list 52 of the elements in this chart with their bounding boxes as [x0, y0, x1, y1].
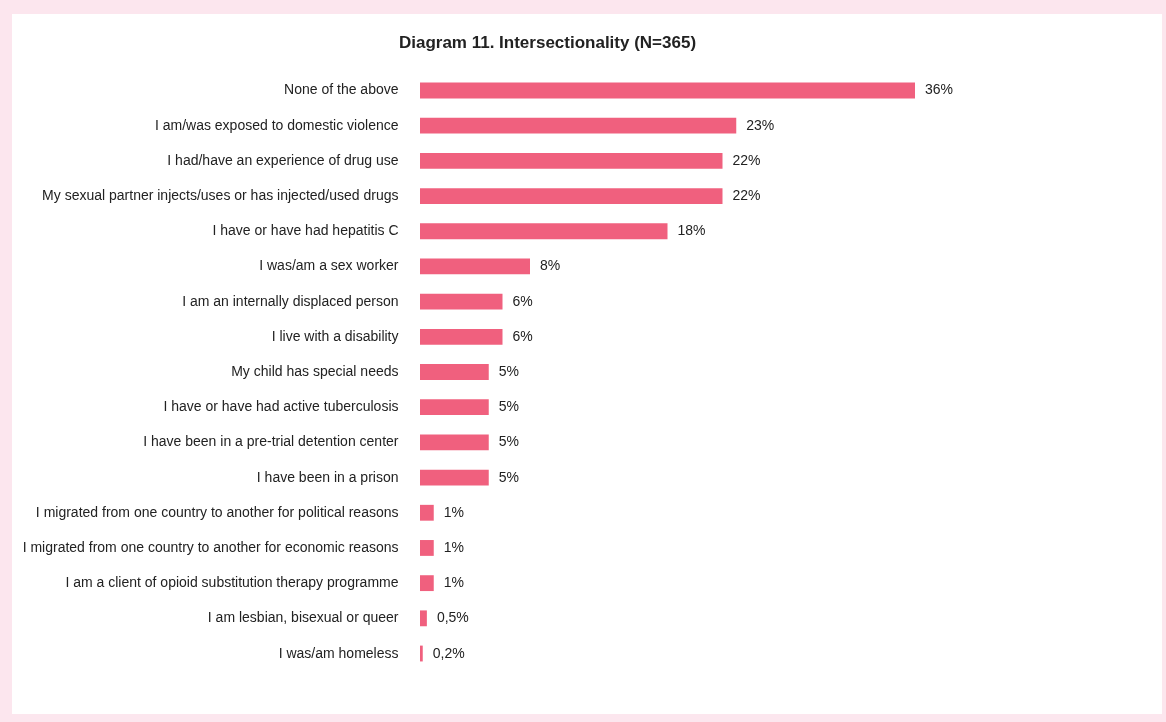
data-label: 5% — [498, 363, 519, 379]
bar — [420, 364, 489, 380]
bar — [420, 504, 434, 521]
bar — [420, 117, 737, 134]
bar — [420, 258, 530, 275]
data-label: 36% — [925, 81, 954, 98]
bar — [420, 540, 434, 556]
chart-title: Diagram 11. Intersectionality (N=365) — [398, 33, 697, 52]
y-tick-label: My child has special needs — [231, 363, 399, 379]
bar — [420, 223, 668, 240]
data-label: 6% — [512, 292, 533, 309]
data-label: 18% — [677, 222, 706, 239]
bar — [420, 328, 503, 345]
y-tick-label: I was/am a sex worker — [259, 257, 399, 274]
data-label: 1% — [443, 574, 464, 591]
y-tick-label: I am/was exposed to domestic violence — [154, 116, 399, 133]
y-tick-label: I am lesbian, bisexual or queer — [207, 609, 399, 626]
y-tick-label: None of the above — [284, 81, 399, 98]
y-tick-label: I live with a disability — [271, 327, 399, 344]
y-tick-label: I am an internally displaced person — [182, 292, 399, 309]
bar — [420, 434, 489, 451]
data-label: 6% — [512, 327, 533, 344]
bar — [420, 293, 503, 310]
data-label: 1% — [443, 503, 464, 520]
data-label: 5% — [498, 398, 519, 415]
bar — [420, 399, 489, 416]
data-label: 8% — [540, 257, 561, 274]
y-tick-label: My sexual partner injects/uses or has injected/used drugs — [42, 187, 399, 204]
y-tick-label: I have or have had active tuberculosis — [163, 398, 399, 415]
data-label: 23% — [746, 116, 775, 133]
y-tick-label: I had/have an experience of drug use — [167, 151, 399, 168]
bar — [420, 469, 489, 486]
data-label: 5% — [498, 468, 519, 485]
bar — [420, 610, 427, 627]
data-label: 22% — [732, 151, 761, 168]
y-tick-label: I am a client of opioid substitution therapy programme — [65, 574, 399, 591]
y-tick-label: I migrated from one country to another for political reasons — [35, 503, 399, 520]
y-tick-label: I was/am homeless — [278, 644, 399, 661]
y-tick-label: I have or have had hepatitis C — [212, 222, 399, 239]
bar — [420, 152, 723, 169]
y-tick-label: I migrated from one country to another for economic reasons — [22, 538, 399, 555]
y-tick-label: I have been in a pre-trial detention center — [143, 433, 399, 450]
bar — [420, 82, 915, 99]
data-label: 1% — [443, 538, 464, 555]
bar — [420, 575, 434, 592]
data-label: 0,2% — [432, 644, 465, 661]
data-label: 22% — [732, 187, 761, 204]
bar — [420, 645, 423, 662]
bar — [420, 188, 723, 204]
data-label: 5% — [498, 433, 519, 450]
y-tick-label: I have been in a prison — [256, 468, 399, 485]
data-label: 0,5% — [436, 609, 469, 626]
